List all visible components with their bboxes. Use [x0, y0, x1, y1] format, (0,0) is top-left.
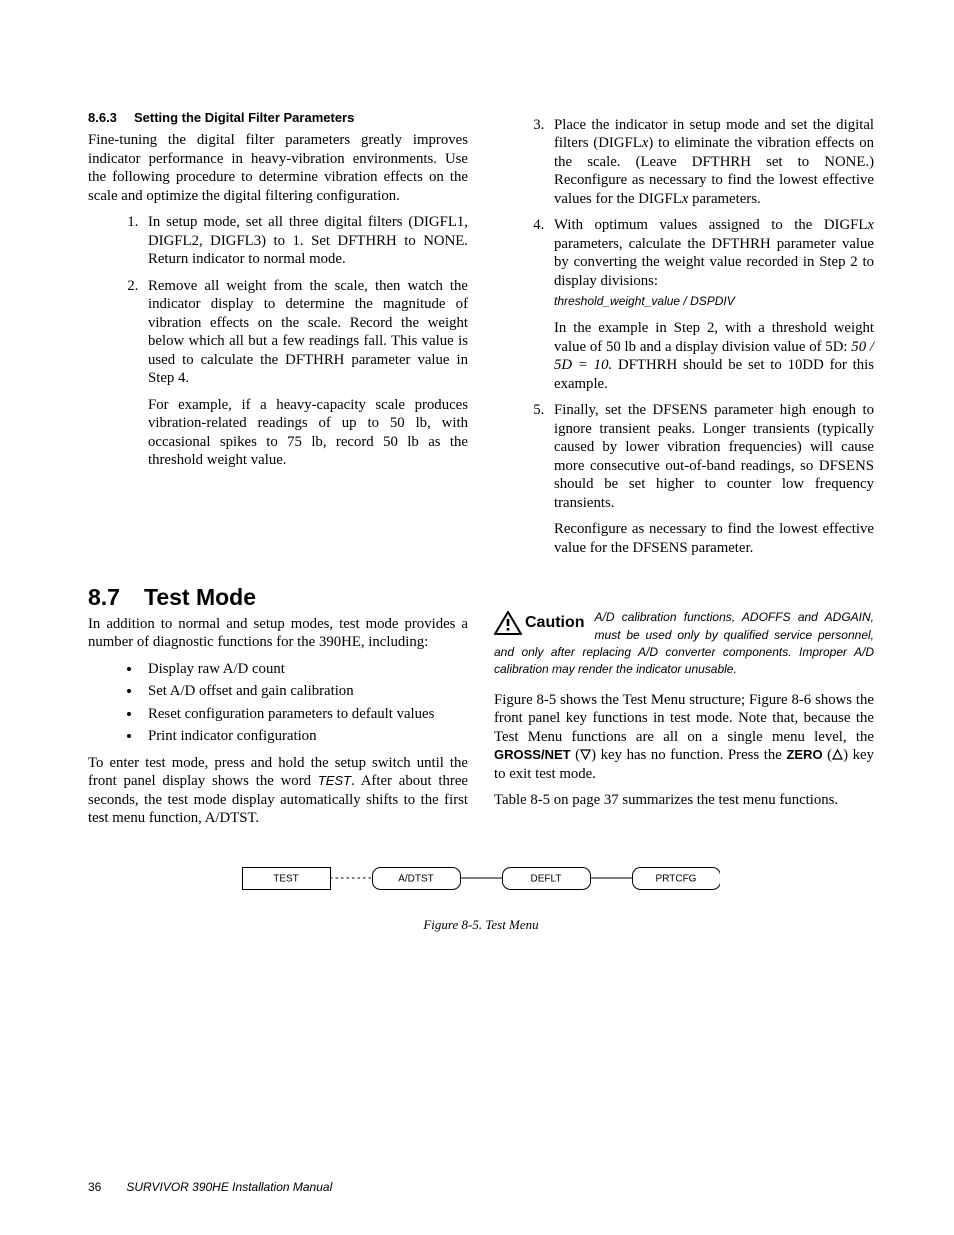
triangle-up-icon [832, 749, 843, 760]
para-r1-pre: Figure 8-5 shows the Test Menu structure… [494, 692, 874, 745]
steps-right: Place the indicator in setup mode and se… [494, 116, 874, 557]
para-87-intro: In addition to normal and setup modes, t… [88, 615, 468, 652]
gross-net-key: GROSS/NET [494, 747, 571, 762]
heading-863: 8.6.3Setting the Digital Filter Paramete… [88, 110, 468, 126]
svg-text:A/DTST: A/DTST [398, 873, 434, 884]
step-2b-text: For example, if a heavy-capacity scale p… [148, 396, 468, 470]
bullet-2: Set A/D offset and gain calibration [142, 682, 468, 700]
svg-text:DEFLT: DEFLT [531, 873, 562, 884]
footer: 36 SURVIVOR 390HE Installation Manual [88, 1180, 332, 1195]
svg-text:PRTCFG: PRTCFG [656, 873, 697, 884]
step-4b: In the example in Step 2, with a thresho… [554, 319, 874, 393]
heading-87-title: Test Mode [144, 584, 256, 610]
figure-caption: Figure 8-5. Test Menu [88, 917, 874, 933]
step-2: Remove all weight from the scale, then w… [142, 277, 468, 470]
caution-label: Caution [494, 611, 585, 635]
step-3-end: parameters. [688, 191, 760, 207]
step-1: In setup mode, set all three digital fil… [142, 213, 468, 268]
para-863-intro: Fine-tuning the digital filter parameter… [88, 131, 468, 205]
para-87-2-test: TEST [318, 773, 351, 788]
heading-863-num: 8.6.3 [88, 110, 134, 126]
section-87: 8.7Test Mode In addition to normal and s… [88, 583, 874, 836]
lower-columns: 8.7Test Mode In addition to normal and s… [88, 583, 874, 836]
step-4: With optimum values assigned to the DIGF… [548, 216, 874, 393]
para-r2: Table 8-5 on page 37 summarizes the test… [494, 791, 874, 809]
right-col-lower: Caution A/D calibration functions, ADOFF… [494, 583, 874, 836]
step-4b-pre: In the example in Step 2, with a thresho… [554, 320, 874, 354]
step-5: Finally, set the DFSENS parameter high e… [548, 401, 874, 557]
para-r1: Figure 8-5 shows the Test Menu structure… [494, 691, 874, 783]
para-r1-mid: ( [571, 747, 581, 763]
upper-columns: 8.6.3Setting the Digital Filter Paramete… [88, 110, 874, 565]
left-col-upper: 8.6.3Setting the Digital Filter Paramete… [88, 110, 468, 565]
figure-8-5: TEST A/DTST DEFLT PRTCFG Figure 8-5. Test M… [88, 858, 874, 934]
page-number: 36 [88, 1180, 101, 1194]
triangle-down-icon [580, 749, 591, 760]
step-1-text: In setup mode, set all three digital fil… [148, 214, 468, 267]
caution-block: Caution A/D calibration functions, ADOFF… [494, 609, 874, 679]
heading-863-title: Setting the Digital Filter Parameters [134, 110, 354, 125]
heading-87-num: 8.7 [88, 583, 144, 612]
bullet-1: Display raw A/D count [142, 660, 468, 678]
bullets-87: Display raw A/D count Set A/D offset and… [88, 660, 468, 746]
footer-title: SURVIVOR 390HE Installation Manual [126, 1180, 332, 1194]
right-col-upper: Place the indicator in setup mode and se… [494, 110, 874, 565]
zero-key: ZERO [786, 747, 822, 762]
step-5a-text: Finally, set the DFSENS parameter high e… [554, 402, 874, 510]
warning-icon [494, 611, 522, 635]
step-2a-text: Remove all weight from the scale, then w… [148, 278, 468, 386]
steps-left: In setup mode, set all three digital fil… [88, 213, 468, 469]
test-menu-diagram: TEST A/DTST DEFLT PRTCFG [242, 858, 720, 898]
step-4-post: parameters, calculate the DFTHRH paramet… [554, 236, 874, 289]
bullet-3: Reset configuration parameters to defaul… [142, 705, 468, 723]
page: 8.6.3Setting the Digital Filter Paramete… [0, 0, 954, 1235]
bullet-4: Print indicator configuration [142, 727, 468, 745]
step-4-x: x [867, 217, 874, 233]
para-r1-mid2: ) key has no function. Press the [591, 747, 786, 763]
step-3: Place the indicator in setup mode and se… [548, 116, 874, 208]
step-4-pre: With optimum values assigned to the DIGF… [554, 217, 867, 233]
left-col-lower: 8.7Test Mode In addition to normal and s… [88, 583, 468, 836]
svg-text:TEST: TEST [273, 873, 299, 884]
step-4-formula: threshold_weight_value / DSPDIV [554, 294, 874, 309]
para-87-2: To enter test mode, press and hold the s… [88, 754, 468, 828]
para-r1-mid3: ( [823, 747, 833, 763]
heading-87: 8.7Test Mode [88, 583, 468, 612]
step-5b-text: Reconfigure as necessary to find the low… [554, 520, 874, 557]
caution-word: Caution [525, 613, 585, 633]
